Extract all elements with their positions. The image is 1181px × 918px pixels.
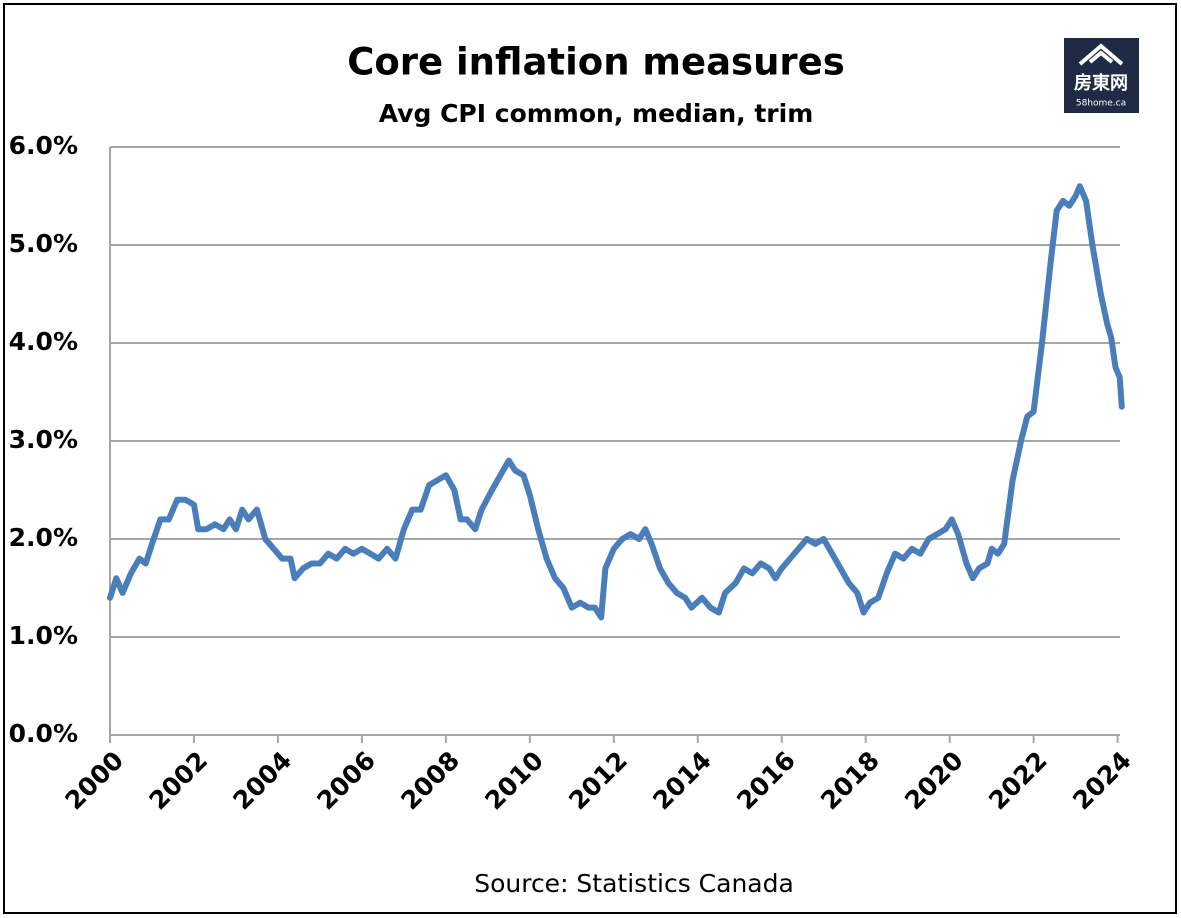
y-tick-label: 5.0% (9, 229, 78, 258)
y-tick-label: 1.0% (9, 621, 78, 650)
y-tick-label: 4.0% (9, 327, 78, 356)
y-tick-label: 0.0% (9, 719, 78, 748)
logo-icon (1078, 43, 1124, 66)
frame (3, 3, 1177, 914)
logo: 房東网 58home.ca (1064, 38, 1139, 113)
source: Source: Statistics Canada (474, 869, 794, 898)
logo-box (1064, 38, 1139, 113)
chart-title: Core inflation measures (347, 41, 845, 84)
logo-site: 58home.ca (1076, 99, 1126, 109)
y-tick-label: 2.0% (9, 523, 78, 552)
y-tick-label: 6.0% (9, 131, 78, 160)
y-tick-label: 3.0% (9, 425, 78, 454)
chart-subtitle: Avg CPI common, median, trim (379, 99, 814, 128)
line-series (107, 183, 1125, 621)
logo-name: 房東网 (1074, 72, 1128, 94)
